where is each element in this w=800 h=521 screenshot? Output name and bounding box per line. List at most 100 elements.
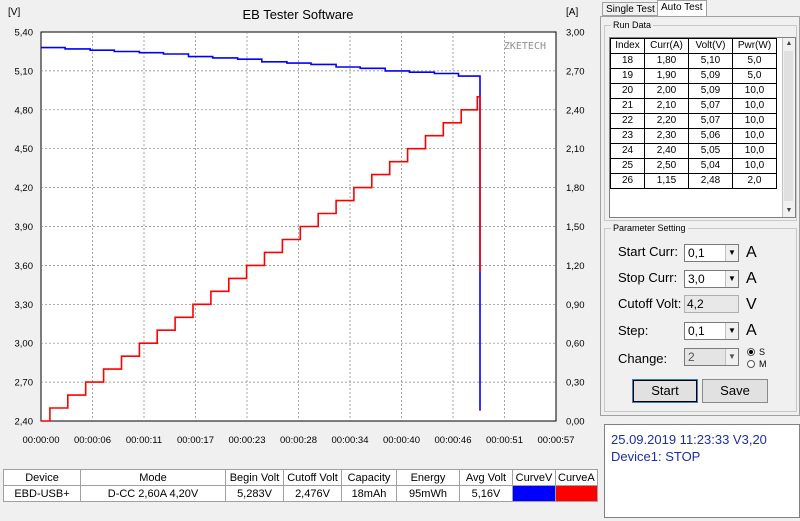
hdr-cutoff-volt: Cutoff Volt (283, 469, 342, 486)
run-data-cell: 2,48 (688, 173, 733, 189)
run-data-cell: 22 (610, 113, 645, 129)
save-button[interactable]: Save (702, 379, 768, 403)
stop-curr-unit: A (746, 270, 757, 287)
run-data-row[interactable]: 22 2,20 5,07 10,0 (610, 113, 777, 129)
start-curr-value: 0,1 (688, 246, 705, 260)
curve-a-swatch[interactable] (555, 485, 598, 502)
stop-curr-value: 3,0 (688, 272, 705, 286)
run-data-cell: 10,0 (732, 128, 777, 144)
cell-mode: D-CC 2,60A 4,20V (80, 485, 226, 502)
start-curr-label: Start Curr: (618, 244, 678, 259)
chart-title: EB Tester Software (242, 7, 353, 22)
parameter-setting-legend: Parameter Setting (611, 222, 688, 234)
x-tick-label: 00:00:46 (435, 435, 472, 446)
hdr-device: Device (3, 469, 81, 486)
col-pwr: Pwr(W) (732, 38, 777, 54)
chevron-down-icon[interactable]: ▼ (725, 349, 738, 365)
chevron-down-icon[interactable]: ▼ (725, 245, 738, 261)
chevron-down-icon[interactable]: ▼ (725, 271, 738, 287)
cell-energy: 95mWh (396, 485, 460, 502)
x-tick-label: 00:00:28 (280, 435, 317, 446)
run-data-legend: Run Data (611, 19, 654, 31)
hdr-mode: Mode (80, 469, 226, 486)
run-data-cell: 1,15 (644, 173, 689, 189)
radio-s-label: S (759, 347, 766, 357)
hdr-curve-v: CurveV (512, 469, 556, 486)
brand-watermark: ZKETECH (504, 41, 546, 52)
run-data-header-row: Index Curr(A) Volt(V) Pwr(W) (610, 38, 777, 54)
hdr-energy: Energy (396, 469, 460, 486)
results-table: Device Mode Begin Volt Cutoff Volt Capac… (3, 469, 598, 502)
run-data-cell: 23 (610, 128, 645, 144)
radio-s[interactable] (747, 348, 755, 356)
scroll-thumb[interactable] (784, 51, 793, 201)
start-curr-unit: A (746, 244, 757, 261)
left-tick-label: 4,80 (15, 105, 34, 116)
series-line-voltage (41, 46, 481, 411)
left-tick-label: 5,40 (15, 28, 34, 39)
col-curr: Curr(A) (644, 38, 689, 54)
run-data-cell: 20 (610, 83, 645, 99)
x-tick-label: 00:00:11 (126, 435, 162, 446)
left-tick-label: 2,70 (15, 378, 34, 389)
run-data-grid[interactable]: Index Curr(A) Volt(V) Pwr(W) 18 1,80 5,10 5… (609, 37, 796, 218)
results-row[interactable]: EBD-USB+ D-CC 2,60A 4,20V 5,283V 2,476V … (3, 485, 598, 502)
cell-begin-volt: 5,283V (225, 485, 284, 502)
scroll-down-icon[interactable]: ▼ (785, 207, 793, 214)
run-data-cell: 1,80 (644, 53, 689, 69)
left-tick-label: 5,10 (15, 66, 34, 77)
change-select[interactable]: 2 ▼ (684, 348, 739, 366)
cutoff-volt-field[interactable]: 4,2 (684, 295, 739, 313)
results-header-row: Device Mode Begin Volt Cutoff Volt Capac… (3, 469, 598, 486)
right-tick-label: 1,80 (566, 183, 585, 194)
series-layer (41, 46, 481, 422)
right-tick-label: 0,60 (566, 339, 585, 350)
run-data-row[interactable]: 19 1,90 5,09 5,0 (610, 68, 777, 84)
run-data-row[interactable]: 23 2,30 5,06 10,0 (610, 128, 777, 144)
series-line-current (41, 96, 481, 422)
run-data-cell: 10,0 (732, 143, 777, 159)
status-datetime-version: 25.09.2019 11:23:33 V3,20 (611, 432, 767, 447)
start-curr-select[interactable]: 0,1 ▼ (684, 244, 739, 262)
run-data-row[interactable]: 24 2,40 5,05 10,0 (610, 143, 777, 159)
chart: EB Tester Software [V] [A] ZKETECH 5,405… (8, 7, 585, 446)
right-axis: 3,00 2,70 2,40 2,10 1,80 1,50 1,20 0,90 0,60 0,30… (566, 28, 585, 428)
run-data-row[interactable]: 20 2,00 5,09 10,0 (610, 83, 777, 99)
left-tick-label: 2,40 (15, 417, 34, 428)
stop-curr-select[interactable]: 3,0 ▼ (684, 270, 739, 288)
change-label: Change: (618, 351, 668, 366)
x-tick-label: 00:00:06 (74, 435, 111, 446)
scroll-up-icon[interactable]: ▲ (785, 40, 793, 47)
step-select[interactable]: 0,1 ▼ (684, 322, 739, 340)
run-data-row[interactable]: 18 1,80 5,10 5,0 (610, 53, 777, 69)
run-data-row[interactable]: 26 1,15 2,48 2,0 (610, 173, 777, 189)
run-data-cell: 5,09 (688, 83, 733, 99)
run-data-cell: 2,50 (644, 158, 689, 174)
start-button[interactable]: Start (632, 379, 698, 403)
radio-m-label: M (759, 359, 767, 369)
run-data-cell: 21 (610, 98, 645, 114)
cutoff-volt-unit: V (746, 296, 757, 313)
radio-m[interactable] (747, 360, 755, 368)
hdr-avg-volt: Avg Volt (459, 469, 513, 486)
x-tick-label: 00:00:00 (23, 435, 60, 446)
run-data-row[interactable]: 21 2,10 5,07 10,0 (610, 98, 777, 114)
x-tick-label: 00:00:23 (229, 435, 266, 446)
run-data-cell: 5,05 (688, 143, 733, 159)
run-data-row[interactable]: 25 2,50 5,04 10,0 (610, 158, 777, 174)
run-data-cell: 5,10 (688, 53, 733, 69)
tab-auto-test[interactable]: Auto Test (657, 0, 707, 17)
left-tick-label: 3,60 (15, 261, 34, 272)
run-data-scrollbar[interactable]: ▲ ▼ (782, 38, 795, 217)
x-tick-label: 00:00:34 (332, 435, 369, 446)
chevron-down-icon[interactable]: ▼ (725, 323, 738, 339)
curve-v-swatch[interactable] (512, 485, 556, 502)
run-data-cell: 5,04 (688, 158, 733, 174)
run-data-cell: 5,07 (688, 113, 733, 129)
run-data-cell: 2,0 (732, 173, 777, 189)
right-tick-label: 1,50 (566, 222, 585, 233)
site-watermark: MYSKU (727, 495, 788, 513)
run-data-cell: 5,07 (688, 98, 733, 114)
tab-single-test[interactable]: Single Test (602, 2, 658, 16)
run-data-cell: 10,0 (732, 113, 777, 129)
